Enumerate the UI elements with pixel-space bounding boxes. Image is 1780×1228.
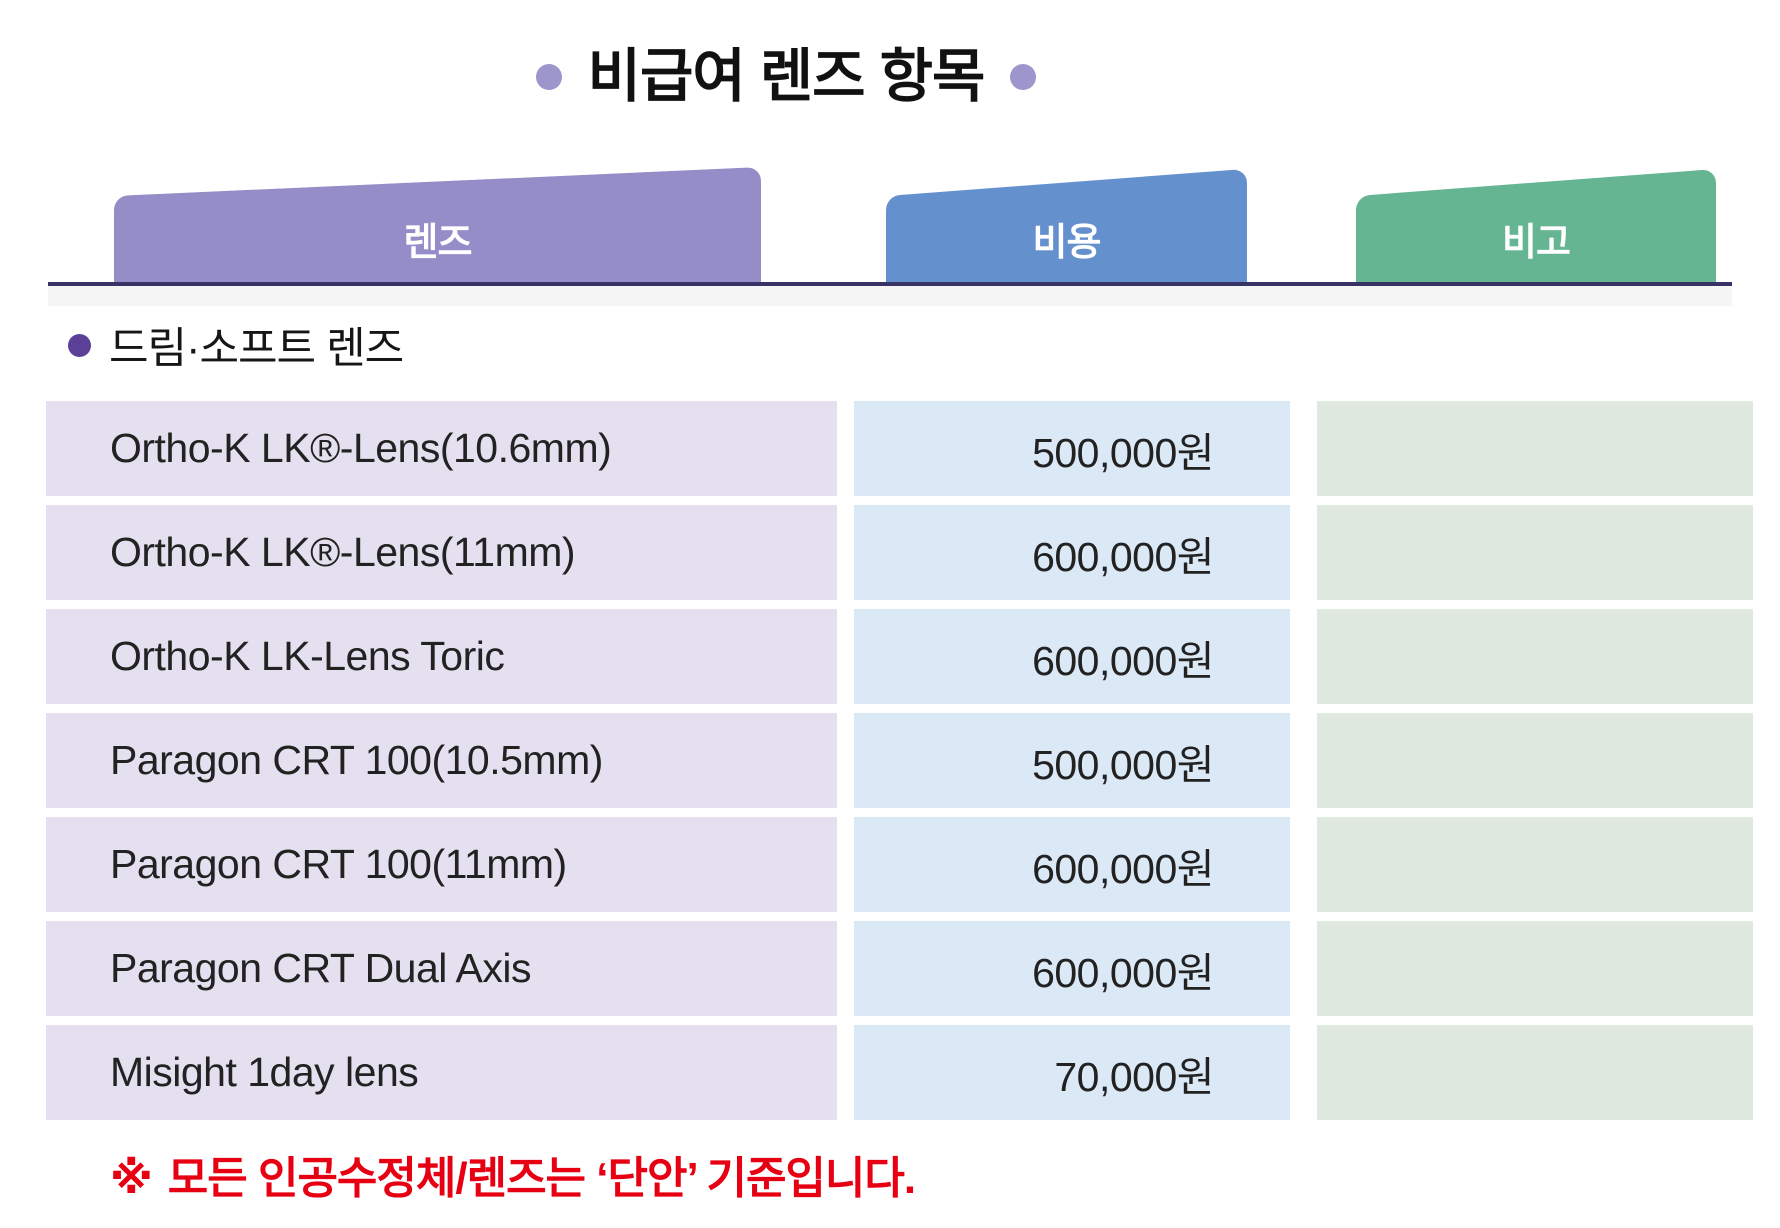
note-cell — [1317, 609, 1753, 704]
footnote: ※ 모든 인공수정체/렌즈는 ‘단안’ 기준입니다. — [110, 1142, 916, 1206]
section-bullet-icon — [68, 333, 91, 357]
table-row: Misight 1day lens 70,000원 — [0, 1025, 1780, 1120]
note-cell — [1317, 1025, 1753, 1120]
note-cell — [1317, 505, 1753, 600]
lens-name-cell: Paragon CRT 100(10.5mm) — [46, 713, 837, 808]
table-body: Ortho-K LK®-Lens(10.6mm) 500,000원 Ortho-… — [0, 401, 1780, 1129]
footnote-marker-icon: ※ — [110, 1154, 153, 1203]
header-gray-band — [48, 286, 1732, 306]
table-row: Paragon CRT 100(11mm) 600,000원 — [0, 817, 1780, 912]
table-row: Ortho-K LK®-Lens(11mm) 600,000원 — [0, 505, 1780, 600]
table-row: Ortho-K LK-Lens Toric 600,000원 — [0, 609, 1780, 704]
title-bullet-right-icon — [1010, 63, 1037, 90]
column-header-lens: 렌즈 — [114, 167, 761, 282]
lens-name-cell: Misight 1day lens — [46, 1025, 837, 1120]
footnote-text: 모든 인공수정체/렌즈는 ‘단안’ 기준입니다. — [167, 1154, 916, 1203]
cost-cell: 500,000원 — [854, 713, 1290, 808]
lens-name-cell: Paragon CRT 100(11mm) — [46, 817, 837, 912]
cost-cell: 600,000원 — [854, 505, 1290, 600]
table-row: Paragon CRT 100(10.5mm) 500,000원 — [0, 713, 1780, 808]
cost-cell: 70,000원 — [854, 1025, 1290, 1120]
section-heading: 드림·소프트 렌즈 — [68, 316, 404, 374]
column-header-note: 비고 — [1356, 167, 1716, 282]
cost-cell: 600,000원 — [854, 609, 1290, 704]
table-row: Paragon CRT Dual Axis 600,000원 — [0, 921, 1780, 1016]
lens-name-cell: Paragon CRT Dual Axis — [46, 921, 837, 1016]
lens-name-cell: Ortho-K LK®-Lens(11mm) — [46, 505, 837, 600]
column-header-cost-label: 비용 — [1032, 222, 1102, 264]
note-cell — [1317, 713, 1753, 808]
page-title: 비급여 렌즈 항목 — [0, 42, 1572, 112]
header-divider-line — [48, 282, 1732, 286]
note-cell — [1317, 817, 1753, 912]
note-cell — [1317, 921, 1753, 1016]
section-heading-label: 드림·소프트 렌즈 — [109, 325, 404, 373]
note-cell — [1317, 401, 1753, 496]
lens-name-cell: Ortho-K LK®-Lens(10.6mm) — [46, 401, 837, 496]
cost-cell: 600,000원 — [854, 817, 1290, 912]
column-header-note-label: 비고 — [1502, 222, 1571, 264]
page-title-text: 비급여 렌즈 항목 — [587, 44, 986, 109]
column-header-lens-label: 렌즈 — [403, 222, 473, 264]
column-header-cost: 비용 — [886, 167, 1247, 282]
cost-cell: 500,000원 — [854, 401, 1290, 496]
cost-cell: 600,000원 — [854, 921, 1290, 1016]
title-bullet-left-icon — [535, 63, 562, 90]
lens-name-cell: Ortho-K LK-Lens Toric — [46, 609, 837, 704]
table-row: Ortho-K LK®-Lens(10.6mm) 500,000원 — [0, 401, 1780, 496]
